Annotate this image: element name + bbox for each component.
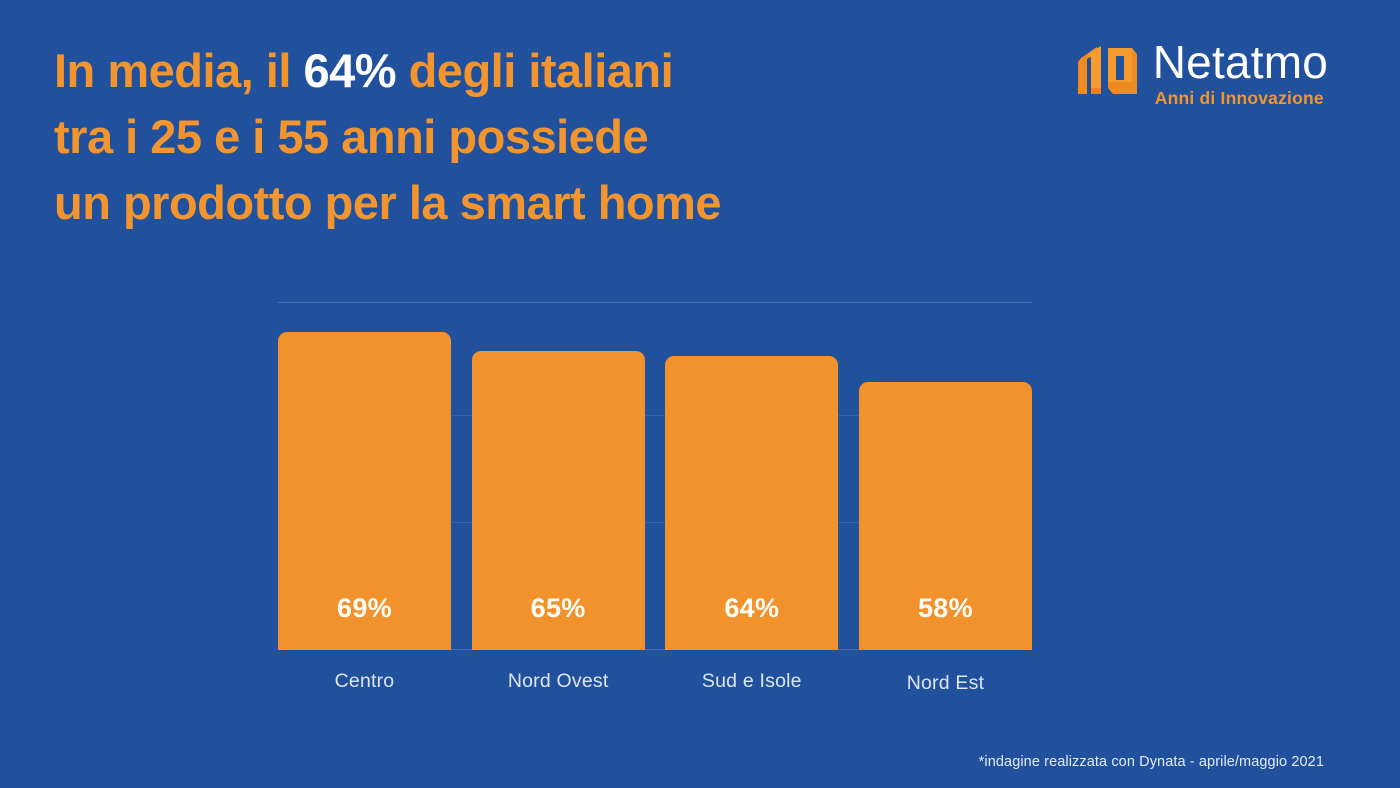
bar-value-centro: 69% [337, 593, 392, 623]
bar-nord-est[interactable]: 58% [858, 382, 1032, 650]
headline-line-3: un prodotto per la smart home [54, 176, 722, 229]
logo-tagline: Anni di Innovazione [1154, 88, 1324, 108]
bar-column-sud-e-isole: 64% [665, 303, 839, 650]
bar-chart: 69% 65% 64% 58% [278, 302, 1032, 650]
bar-sud-e-isole[interactable]: 64% [665, 356, 839, 650]
bar-value-sud-e-isole: 64% [724, 593, 780, 623]
bar-column-centro: 69% [278, 303, 451, 650]
source-footnote: *indagine realizzata con Dynata - aprile… [978, 754, 1324, 770]
bar-nord-ovest[interactable]: 65% [471, 351, 645, 650]
category-label-centro: Centro [334, 670, 395, 692]
category-label-nord-est: Nord Est [906, 672, 985, 694]
headline-text-before: In media, il [54, 44, 304, 97]
headline-line-2: tra i 25 e i 55 anni possiede [54, 110, 649, 163]
logo-wordmark: Netatmo Anni di Innovazione [1153, 38, 1328, 109]
category-label-nord-ovest: Nord Ovest [507, 670, 609, 692]
anniversary-10-icon [1075, 42, 1141, 106]
brand-logo: Netatmo Anni di Innovazione [1075, 38, 1328, 109]
page-title: In media, il 64% degli italiani tra i 25… [54, 38, 884, 236]
headline-text-after: degli italiani [396, 44, 674, 97]
chart-category-labels: Centro Nord Ovest Sud e Isole Nord Est [278, 670, 1032, 695]
bar-value-nord-ovest: 65% [530, 593, 586, 623]
category-label-sud-e-isole: Sud e Isole [701, 670, 802, 692]
headline-line-1: In media, il 64% degli italiani [54, 38, 884, 104]
bar-value-nord-est: 58% [917, 593, 973, 623]
bar-column-nord-ovest: 65% [471, 303, 645, 650]
bar-series: 69% 65% 64% 58% [278, 303, 1032, 650]
bar-column-nord-est: 58% [858, 303, 1032, 650]
bar-centro[interactable]: 69% [278, 332, 451, 650]
logo-brand-name: Netatmo [1152, 36, 1328, 88]
headline-highlight-value: 64% [303, 44, 397, 97]
